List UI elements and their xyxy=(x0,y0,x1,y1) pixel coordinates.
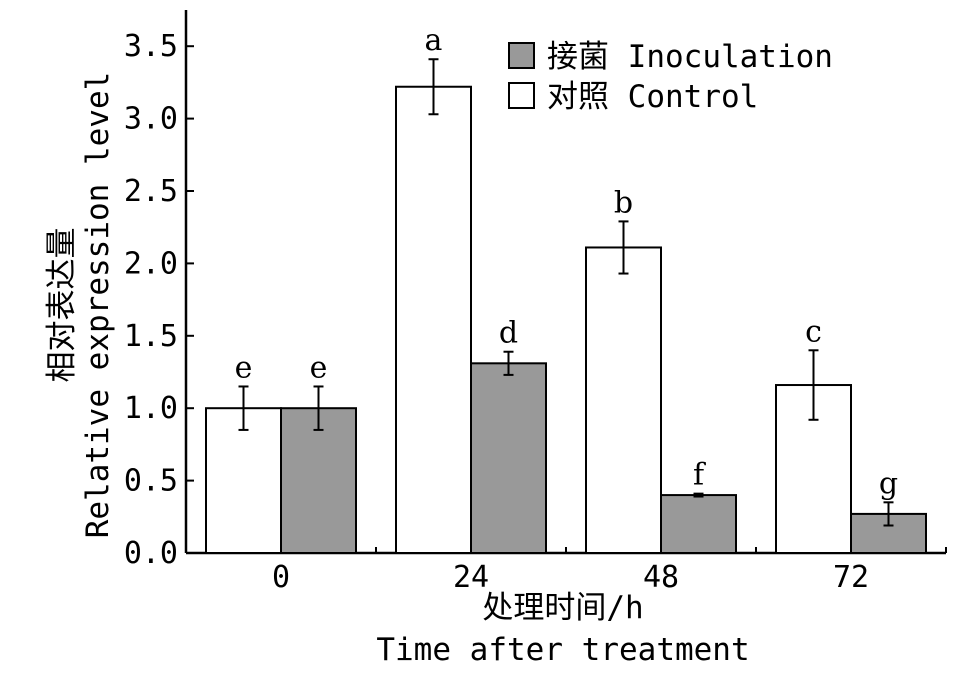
y-tick-label: 2.5 xyxy=(124,174,178,209)
x-tick-label: 24 xyxy=(453,560,489,595)
significance-label: f xyxy=(693,458,706,493)
y-tick-label: 0.0 xyxy=(124,536,178,571)
y-tick-label: 3.0 xyxy=(124,102,178,137)
bar xyxy=(205,407,282,555)
significance-label: e xyxy=(310,350,328,385)
significance-label: b xyxy=(614,185,633,220)
significance-label: e xyxy=(235,350,253,385)
axes: 0.0 0.5 1.0 1.5 2.0 2.5 3.0 3.5 0 24 48 72 xyxy=(124,10,947,595)
significance-label: a xyxy=(425,23,443,58)
significance-label: d xyxy=(499,316,518,351)
bar xyxy=(585,246,662,555)
x-tick-label: 0 xyxy=(272,560,290,595)
y-tick-label: 3.5 xyxy=(124,29,178,64)
y-axis-title-en: Relative expression level xyxy=(80,72,116,539)
y-axis-title: 相对表达量 xyxy=(44,228,80,383)
legend: 接菌 Inoculation 对照 Control xyxy=(508,39,833,115)
significance-label: c xyxy=(805,314,822,349)
bar xyxy=(280,407,357,555)
y-tick-label: 2.0 xyxy=(124,246,178,281)
x-tick-label: 72 xyxy=(833,560,869,595)
bar xyxy=(660,494,737,554)
y-tick-label: 1.5 xyxy=(124,319,178,354)
bars: e a b c e d f g xyxy=(205,23,927,555)
legend-swatch xyxy=(508,82,535,109)
x-tick-label: 48 xyxy=(643,560,679,595)
bar xyxy=(470,362,547,555)
significance-label: g xyxy=(879,466,898,501)
legend-label: 接菌 Inoculation xyxy=(547,39,833,75)
y-tick-label: 0.5 xyxy=(124,464,178,499)
y-tick-label: 1.0 xyxy=(124,391,178,426)
legend-swatch xyxy=(508,42,535,69)
legend-label: 对照 Control xyxy=(547,79,758,115)
x-axis-title-en: Time after treatment xyxy=(376,632,749,668)
bar xyxy=(395,85,472,555)
x-axis-title: 处理时间/h xyxy=(482,590,643,626)
